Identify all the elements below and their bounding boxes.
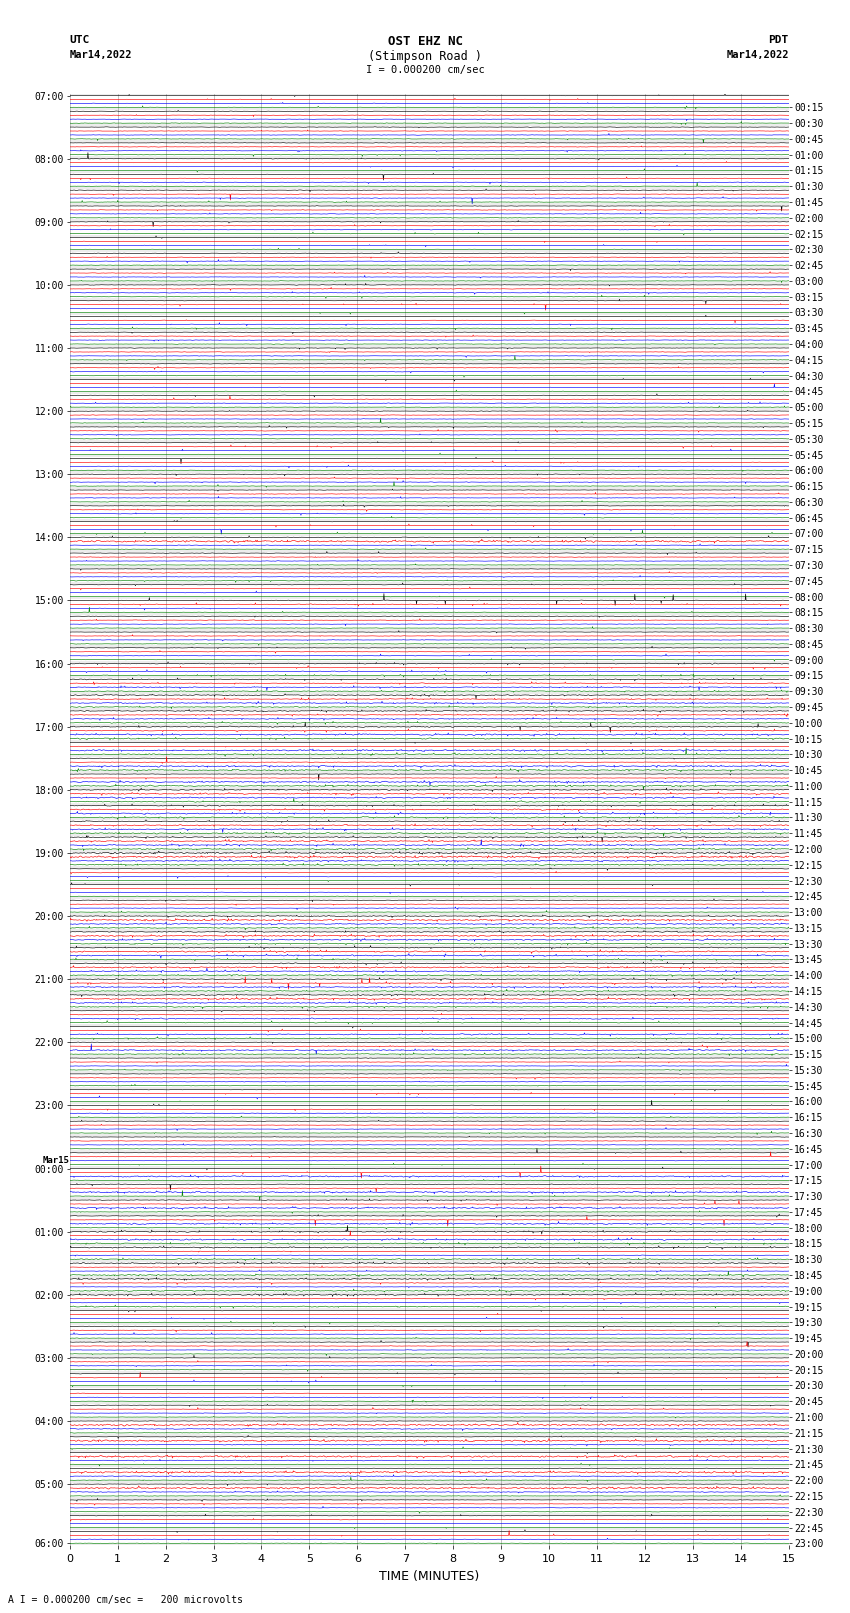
Text: UTC: UTC — [70, 35, 90, 45]
Text: A I = 0.000200 cm/sec =   200 microvolts: A I = 0.000200 cm/sec = 200 microvolts — [8, 1595, 243, 1605]
Text: Mar14,2022: Mar14,2022 — [70, 50, 133, 60]
Text: Mar14,2022: Mar14,2022 — [726, 50, 789, 60]
Text: (Stimpson Road ): (Stimpson Road ) — [368, 50, 482, 63]
Text: Mar15: Mar15 — [42, 1157, 69, 1165]
Text: PDT: PDT — [768, 35, 789, 45]
Text: I = 0.000200 cm/sec: I = 0.000200 cm/sec — [366, 65, 484, 74]
X-axis label: TIME (MINUTES): TIME (MINUTES) — [379, 1569, 479, 1582]
Text: OST EHZ NC: OST EHZ NC — [388, 35, 462, 48]
